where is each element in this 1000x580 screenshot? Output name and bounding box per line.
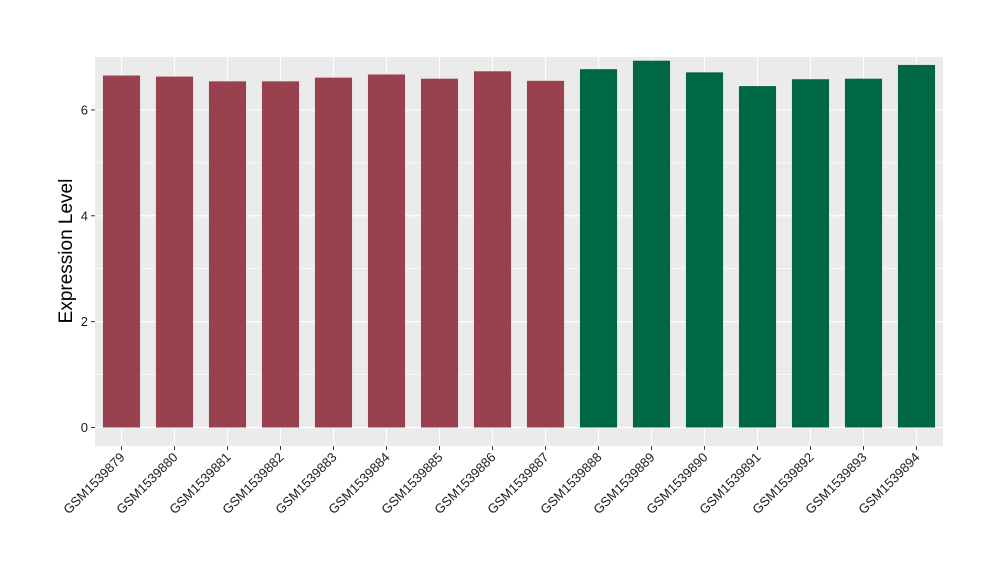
y-axis-title: Expression Level (56, 179, 77, 324)
bar-GSM1539889 (632, 60, 671, 428)
y-axis: 0 2 4 6 (81, 102, 95, 435)
bar-GSM1539881 (208, 81, 247, 428)
bar-GSM1539890 (685, 72, 724, 428)
y-tick-label: 4 (81, 208, 88, 223)
bar-GSM1539892 (791, 79, 830, 428)
y-tick-label: 6 (81, 102, 88, 117)
y-tick-label: 2 (81, 314, 88, 329)
bar-GSM1539882 (261, 81, 300, 428)
bar-GSM1539884 (367, 74, 406, 428)
x-axis: GSM1539879GSM1539880GSM1539881GSM1539882… (60, 446, 923, 517)
bar-GSM1539885 (420, 78, 459, 428)
bar-GSM1539883 (314, 77, 353, 428)
bar-GSM1539879 (102, 75, 141, 428)
bar-GSM1539894 (897, 64, 936, 428)
y-tick-label: 0 (81, 420, 88, 435)
bar-GSM1539886 (473, 71, 512, 428)
bar-GSM1539880 (155, 76, 194, 428)
bar-GSM1539888 (579, 69, 618, 428)
bars (102, 60, 936, 428)
bar-GSM1539891 (738, 86, 777, 428)
bar-GSM1539887 (526, 80, 565, 428)
bar-GSM1539893 (844, 78, 883, 428)
